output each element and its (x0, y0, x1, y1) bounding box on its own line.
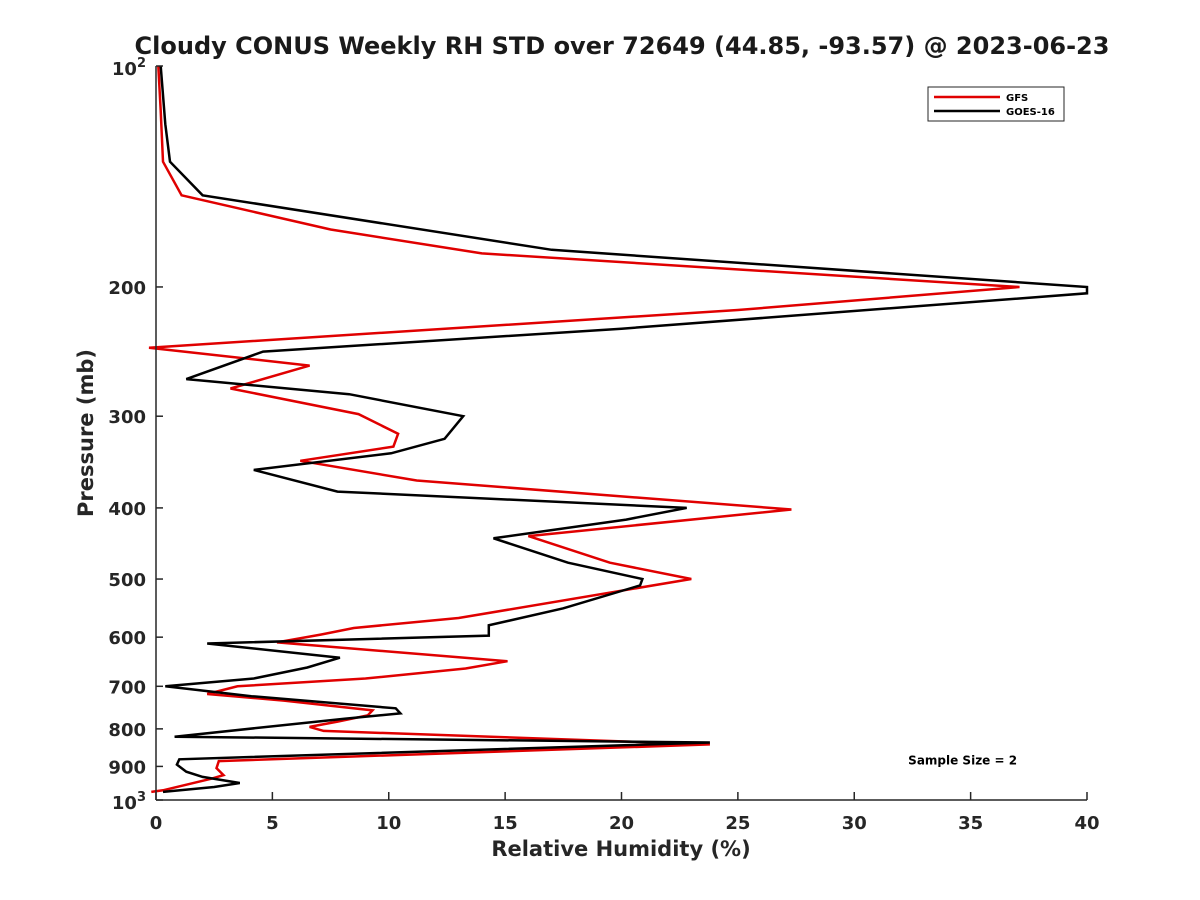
y-ticks: 102 200 300 400 500 600 700 800 900 103 (108, 56, 163, 814)
y-tick-label: 800 (108, 720, 146, 741)
legend-label-goes16: GOES-16 (1006, 107, 1055, 118)
y-tick-label: 700 (108, 677, 146, 698)
axes (155, 66, 1087, 801)
x-tick-label: 25 (725, 813, 750, 834)
y-tick-label: 500 (108, 570, 146, 591)
x-tick-label: 40 (1074, 813, 1099, 834)
y-tick-label: 102 (112, 56, 146, 80)
x-axis-label: Relative Humidity (%) (491, 837, 750, 861)
y-tick-label: 400 (108, 499, 146, 520)
chart-title: Cloudy CONUS Weekly RH STD over 72649 (4… (135, 32, 1110, 60)
x-tick-label: 15 (493, 813, 518, 834)
y-tick-label: 103 (112, 790, 146, 814)
y-tick-label: 600 (108, 628, 146, 649)
y-axis-label: Pressure (mb) (74, 349, 98, 517)
legend: GFS GOES-16 (927, 86, 1065, 122)
legend-box (927, 86, 1065, 122)
sample-size-annotation: Sample Size = 2 (908, 753, 1017, 767)
series-lines (148, 65, 1089, 794)
series-line-goes16 (159, 65, 1089, 794)
series-line-gfs (148, 65, 1020, 794)
legend-label-gfs: GFS (1006, 93, 1028, 104)
y-tick-label: 900 (108, 757, 146, 778)
x-tick-label: 20 (609, 813, 634, 834)
x-tick-label: 10 (376, 813, 401, 834)
x-tick-label: 5 (266, 813, 279, 834)
y-tick-label: 200 (108, 278, 146, 299)
x-tick-label: 0 (150, 813, 163, 834)
x-tick-label: 30 (842, 813, 867, 834)
x-tick-label: 35 (958, 813, 983, 834)
y-tick-label: 300 (108, 407, 146, 428)
x-ticks: 0 5 10 15 20 25 30 35 40 (150, 792, 1100, 834)
